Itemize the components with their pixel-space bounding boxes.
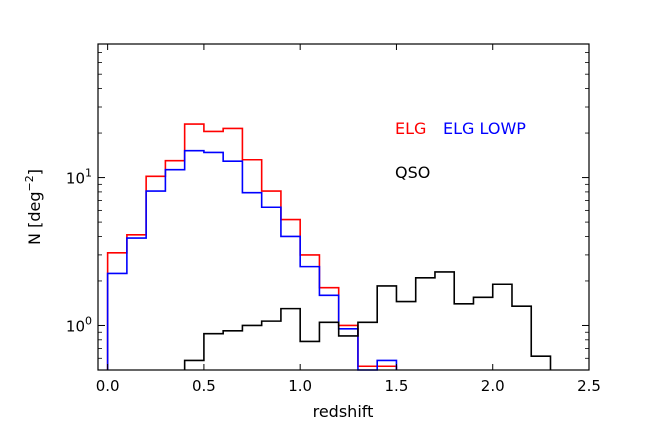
plot-area (98, 44, 589, 370)
legend-elg-lowp: ELG LOWP (443, 119, 526, 138)
y-axis-label-exponent: −2 (23, 175, 36, 191)
series-layer (106, 123, 552, 371)
y-tick-label: 100 (66, 314, 92, 335)
plot-frame (97, 43, 590, 371)
legend-elg: ELG (395, 119, 426, 138)
x-tick-label: 0.5 (192, 377, 216, 395)
y-axis-label-close: ] (25, 169, 44, 175)
x-tick-label: 2.5 (577, 377, 601, 395)
legend-qso: QSO (395, 163, 430, 182)
x-tick-label: 2.0 (481, 377, 505, 395)
x-tick-label: 0.0 (96, 377, 120, 395)
x-axis-label: redshift (313, 402, 374, 421)
series-qso (183, 271, 552, 370)
x-tick-label: 1.5 (385, 377, 409, 395)
y-axis-label-main: N [deg (25, 192, 44, 245)
x-tick-label: 1.0 (288, 377, 312, 395)
y-axis-label: N [deg−2] (23, 169, 44, 245)
series-elg-lowp (106, 149, 398, 371)
y-tick-label: 101 (66, 167, 92, 188)
